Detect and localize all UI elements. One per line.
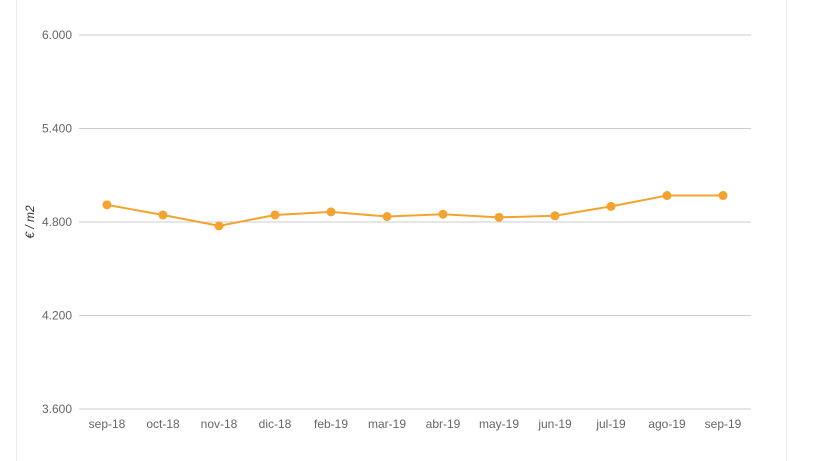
x-tick-label: ago-19 bbox=[648, 417, 686, 431]
data-points bbox=[102, 191, 728, 231]
x-tick-label: jul-19 bbox=[595, 417, 626, 431]
data-point[interactable] bbox=[214, 221, 224, 231]
data-point[interactable] bbox=[102, 200, 112, 210]
x-tick-label: nov-18 bbox=[201, 417, 238, 431]
x-tick-label: sep-19 bbox=[705, 417, 742, 431]
y-tick-labels: 3.600 4.200 4.800 5.400 6.000 bbox=[42, 28, 72, 416]
series-line bbox=[106, 194, 723, 227]
x-tick-label: may-19 bbox=[479, 417, 519, 431]
data-point[interactable] bbox=[662, 191, 672, 201]
data-point[interactable] bbox=[550, 211, 560, 221]
x-tick-label: feb-19 bbox=[314, 417, 348, 431]
y-axis-label: € / m2 bbox=[23, 205, 37, 239]
x-tick-label: dic-18 bbox=[259, 417, 292, 431]
data-point[interactable] bbox=[270, 210, 280, 220]
data-point[interactable] bbox=[326, 207, 336, 217]
data-point[interactable] bbox=[382, 212, 392, 222]
y-tick-label: 5.400 bbox=[42, 122, 72, 136]
x-tick-label: jun-19 bbox=[537, 417, 572, 431]
data-point[interactable] bbox=[606, 201, 616, 211]
y-tick-label: 4.200 bbox=[42, 309, 72, 323]
x-tick-label: sep-18 bbox=[89, 417, 126, 431]
y-tick-label: 4.800 bbox=[42, 215, 72, 229]
data-point[interactable] bbox=[438, 209, 448, 219]
y-tick-label: 6.000 bbox=[42, 28, 72, 42]
chart-card bbox=[16, 0, 787, 461]
y-tick-label: 3.600 bbox=[42, 402, 72, 416]
data-point[interactable] bbox=[718, 191, 728, 201]
data-point[interactable] bbox=[494, 212, 504, 222]
x-tick-label: oct-18 bbox=[146, 417, 180, 431]
grid-lines bbox=[79, 34, 751, 410]
data-point[interactable] bbox=[158, 210, 168, 220]
x-tick-label: abr-19 bbox=[426, 417, 461, 431]
x-tick-label: mar-19 bbox=[368, 417, 406, 431]
x-tick-labels: sep-18 oct-18 nov-18 dic-18 feb-19 mar-19 abr-… bbox=[89, 417, 742, 431]
